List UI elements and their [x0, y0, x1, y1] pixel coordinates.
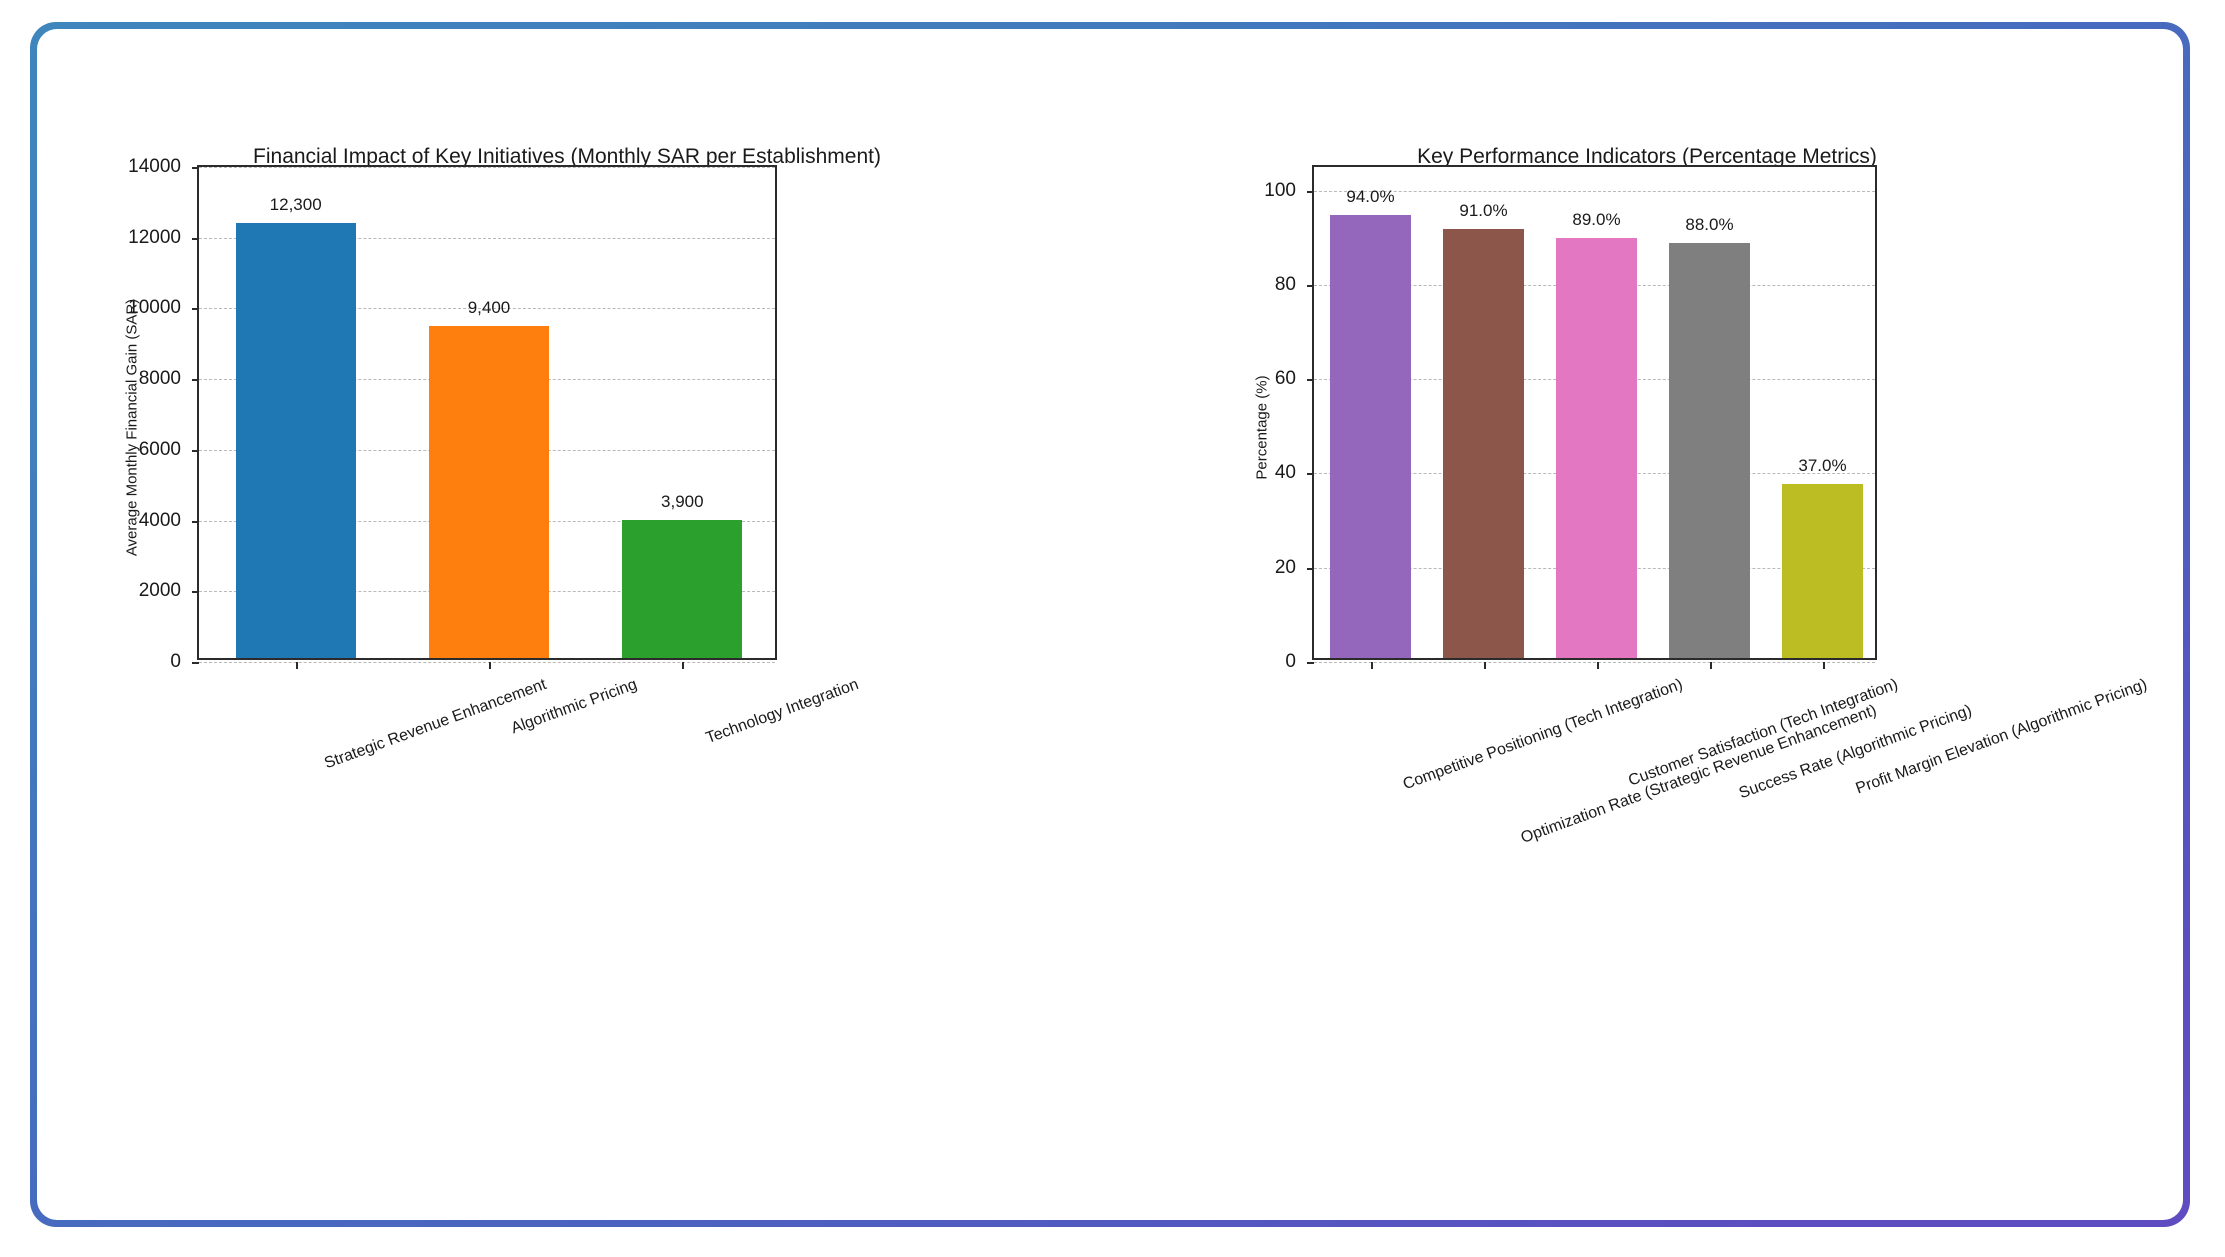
gridline — [199, 308, 775, 310]
y-axis-tick-mark — [192, 167, 199, 169]
gridline — [199, 237, 775, 239]
bar-value-label: 89.0% — [1572, 210, 1621, 230]
y-axis-tick-label: 0 — [170, 651, 181, 672]
y-axis-tick-mark — [1307, 284, 1314, 287]
chart-panel-financial-impact: Financial Impact of Key Initiatives (Mon… — [37, 29, 1097, 1209]
chart-title-financial-impact: Financial Impact of Key Initiatives (Mon… — [253, 145, 881, 168]
x-axis-tick-mark — [1370, 662, 1373, 669]
y-axis-tick-mark — [192, 520, 199, 523]
y-axis-tick-mark — [192, 237, 199, 240]
x-axis-tick-mark — [1483, 662, 1486, 669]
y-axis-tick-label: 8000 — [138, 368, 181, 390]
x-axis-tick-mark — [489, 662, 491, 669]
y-axis-tick-mark — [192, 662, 199, 664]
gridline — [1314, 662, 1875, 663]
bar-value-label: 37.0% — [1798, 455, 1847, 475]
bar-value-label: 91.0% — [1459, 201, 1508, 220]
y-axis-label-kpi-percentages: Percentage (%) — [1253, 375, 1271, 480]
y-axis-tick-label: 10000 — [128, 297, 181, 319]
bar[interactable] — [235, 223, 356, 658]
bar[interactable] — [1781, 483, 1864, 658]
bar-value-label: 12,300 — [269, 195, 322, 215]
gridline — [199, 662, 775, 663]
gridline — [199, 167, 775, 168]
plot-area-financial-impact: 0 2000 4000 6000 8000 10000 12000 14000 12,300 St… — [128, 156, 861, 772]
y-axis-tick-mark — [1307, 662, 1314, 664]
bar[interactable] — [622, 520, 743, 658]
x-axis-tick-mark — [1822, 662, 1825, 669]
x-axis-tick-mark — [1596, 662, 1599, 669]
bar[interactable] — [1329, 214, 1412, 658]
y-axis-tick-mark — [192, 449, 199, 452]
chart-panel-kpi-percentages: Key Performance Indicators (Percentage M… — [1097, 29, 2183, 1209]
x-axis-tick-mark — [295, 662, 298, 669]
y-axis-tick-label: 60 — [1274, 368, 1296, 390]
y-axis-tick-label: 12000 — [128, 226, 181, 248]
y-axis-tick-label: 2000 — [138, 580, 181, 602]
bar-value-label: 3,900 — [661, 492, 704, 512]
y-axis-tick-mark — [1307, 567, 1314, 570]
figure-surface: Financial Impact of Key Initiatives (Mon… — [37, 29, 2183, 1220]
bar[interactable] — [1555, 238, 1638, 658]
y-axis-tick-mark — [192, 591, 199, 594]
y-axis-tick-mark — [1307, 190, 1314, 193]
y-axis-tick-label: 20 — [1274, 556, 1296, 578]
y-axis-tick-label: 80 — [1274, 273, 1296, 295]
bar[interactable] — [1668, 243, 1751, 658]
y-axis-tick-label: 6000 — [138, 438, 181, 460]
y-axis-tick-label: 14000 — [128, 156, 181, 177]
x-axis-tick-label: Technology Integration — [704, 676, 862, 748]
x-axis-tick-mark — [682, 662, 685, 669]
bar-value-label: 9,400 — [467, 297, 511, 317]
y-axis-tick-mark — [1307, 473, 1314, 476]
y-axis-tick-label: 100 — [1264, 179, 1296, 201]
y-axis-tick-mark — [192, 308, 199, 311]
bar[interactable] — [1442, 229, 1525, 658]
chart-title-kpi-percentages: Key Performance Indicators (Percentage M… — [1417, 145, 1877, 168]
y-axis-tick-label: 0 — [1285, 651, 1296, 672]
gradient-frame: Financial Impact of Key Initiatives (Mon… — [30, 22, 2190, 1227]
y-axis-tick-label: 4000 — [138, 509, 181, 531]
bar[interactable] — [429, 325, 549, 658]
bar-value-label: 88.0% — [1685, 215, 1734, 235]
y-axis-tick-mark — [1307, 379, 1314, 382]
plot-area-kpi-percentages: 0 20 40 60 80 100 94.0% Competitive Positioning… — [1264, 165, 2149, 847]
gridline — [1314, 190, 1875, 192]
y-axis-tick-label: 40 — [1274, 462, 1296, 484]
x-axis-tick-mark — [1709, 662, 1712, 669]
y-axis-tick-mark — [192, 379, 199, 382]
bar-value-label: 94.0% — [1346, 186, 1395, 206]
